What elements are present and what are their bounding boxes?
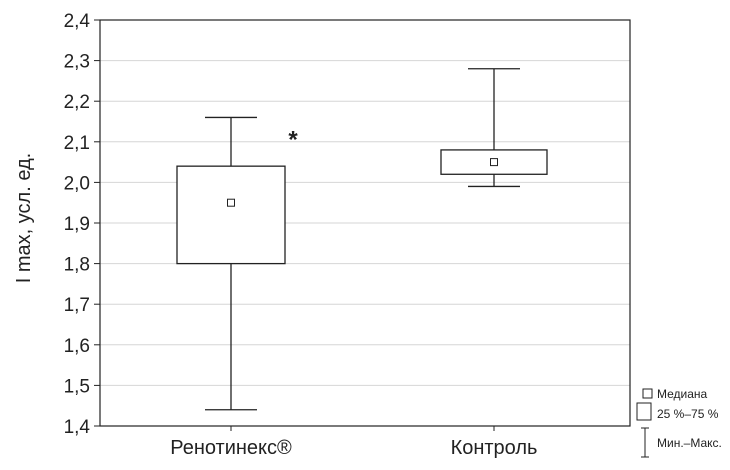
legend-whisker-icon: [641, 427, 649, 458]
legend-range-label: Мин.–Макс.: [657, 436, 722, 450]
x-category-label: Контроль: [451, 437, 538, 459]
iqr-box: [176, 165, 286, 265]
y-tick-label: 1,5: [64, 376, 90, 397]
y-tick-label: 1,8: [64, 255, 90, 276]
y-axis-ticks: 1,4 1,5 1,6 1,7 1,8 1,9 2,0 2,1 2,2 2,3 2,4: [64, 11, 100, 438]
y-axis-label: I max, усл. ед.: [13, 153, 35, 283]
box-control: [440, 68, 548, 188]
legend: Медиана 25 %–75 % Мин.–Макс.: [636, 387, 722, 458]
legend-box-icon: [636, 402, 652, 421]
legend-iqr-label: 25 %–75 %: [657, 407, 719, 421]
y-tick-label: 2,0: [64, 173, 90, 194]
y-tick-label: 1,4: [64, 417, 91, 438]
x-axis-categories: Ренотинекс® Контроль: [170, 426, 537, 459]
boxes: *: [176, 68, 548, 411]
y-tick-label: 1,6: [64, 336, 90, 357]
median-marker: [227, 198, 235, 207]
box-renotinex: *: [176, 116, 298, 411]
y-tick-label: 2,4: [64, 11, 91, 32]
y-tick-label: 2,1: [64, 133, 90, 154]
median-marker: [490, 158, 498, 167]
y-tick-label: 1,7: [64, 295, 90, 316]
y-tick-label: 2,3: [64, 52, 90, 73]
y-tick-label: 2,2: [64, 92, 90, 113]
y-tick-label: 1,9: [64, 214, 90, 235]
legend-median-label: Медиана: [657, 387, 708, 401]
legend-median-icon: [642, 388, 653, 399]
significance-marker: *: [288, 126, 298, 153]
x-category-label: Ренотинекс®: [170, 437, 292, 459]
